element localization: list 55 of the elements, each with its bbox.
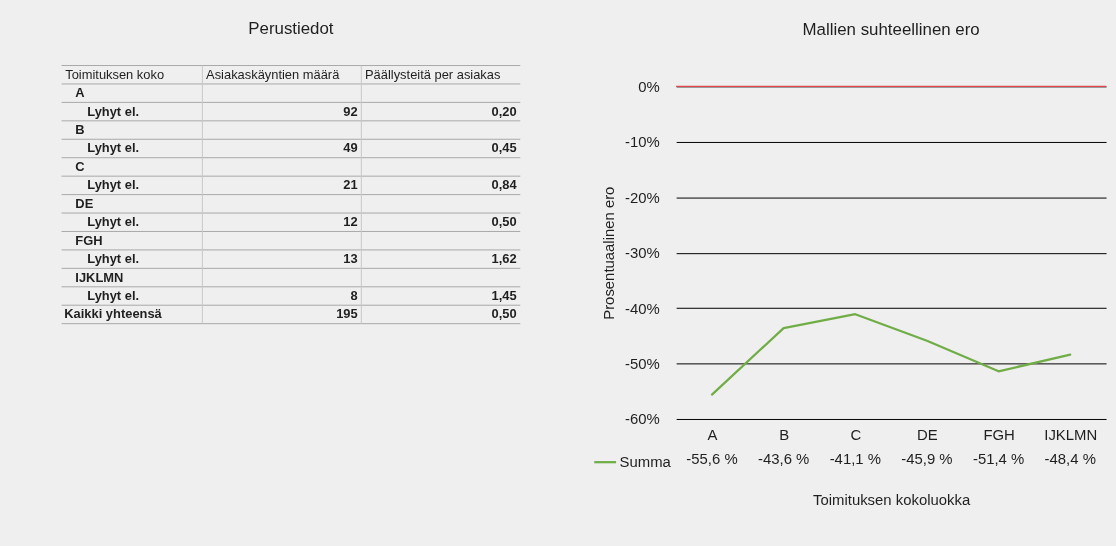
category-label: A	[75, 85, 85, 101]
data-label: 1,62	[491, 251, 517, 267]
data-label: 92	[343, 103, 358, 119]
legend-label: Summa	[619, 454, 672, 471]
x-tick-label: FGH	[983, 427, 1015, 444]
x-axis-title: Toimituksen kokoluokka	[813, 491, 971, 508]
data-label: -51,4 %	[972, 450, 1025, 467]
data-label: 0,50	[491, 306, 517, 322]
data-label: -48,4 %	[1044, 450, 1096, 467]
category-label: Lyhyt el.	[87, 103, 140, 119]
data-label: -55,6 %	[686, 450, 738, 467]
data-label: 0,84	[491, 177, 518, 193]
data-label: 0,45	[491, 140, 517, 156]
data-label: 0,50	[491, 214, 517, 230]
x-tick-label: DE	[917, 427, 938, 444]
data-label: 13	[343, 251, 358, 267]
chart-title: Mallien suhteellinen ero	[802, 19, 980, 39]
category-label: B	[75, 122, 85, 138]
y-tick-label: -20%	[625, 189, 660, 206]
category-label: Lyhyt el.	[87, 251, 140, 267]
line-series	[710, 313, 1072, 396]
y-tick-label: -60%	[625, 411, 660, 428]
category-label: Kaikki yhteensä	[64, 306, 163, 322]
category-label: C	[75, 158, 85, 174]
data-label: 1,45	[491, 287, 517, 303]
y-tick-label: -10%	[625, 134, 660, 151]
x-tick-label: C	[850, 427, 862, 444]
text: Päällysteitä per asiakas	[365, 66, 501, 82]
category-label: DE	[75, 195, 94, 211]
data-label: 195	[336, 306, 358, 322]
x-tick-label: B	[779, 427, 790, 444]
y-tick-label: -30%	[625, 245, 660, 262]
data-label: 8	[350, 287, 358, 303]
text: Perustiedot	[248, 19, 334, 39]
x-tick-label: A	[707, 427, 718, 444]
text: Asiakaskäyntien määrä	[206, 66, 341, 82]
data-label: 49	[343, 140, 358, 156]
data-label: -43,6 %	[758, 450, 810, 467]
data-label: 21	[343, 177, 358, 193]
category-label: Lyhyt el.	[87, 140, 140, 156]
y-axis-title: Prosentuaalinen ero	[601, 186, 618, 320]
data-label: -45,9 %	[901, 450, 953, 467]
category-label: Lyhyt el.	[87, 287, 140, 303]
y-tick-label: 0%	[638, 78, 660, 95]
x-tick-label: IJKLMN	[1044, 427, 1098, 444]
y-tick-label: -40%	[625, 300, 660, 317]
data-label: -41,1 %	[829, 450, 881, 467]
text: Toimituksen koko	[65, 66, 165, 82]
data-label: 12	[343, 214, 358, 230]
data-label: 0,20	[491, 103, 517, 119]
category-label: FGH	[75, 232, 103, 248]
y-tick-label: -50%	[625, 356, 660, 373]
category-label: Lyhyt el.	[87, 177, 140, 193]
category-label: Lyhyt el.	[87, 214, 140, 230]
category-label: IJKLMN	[75, 269, 124, 285]
